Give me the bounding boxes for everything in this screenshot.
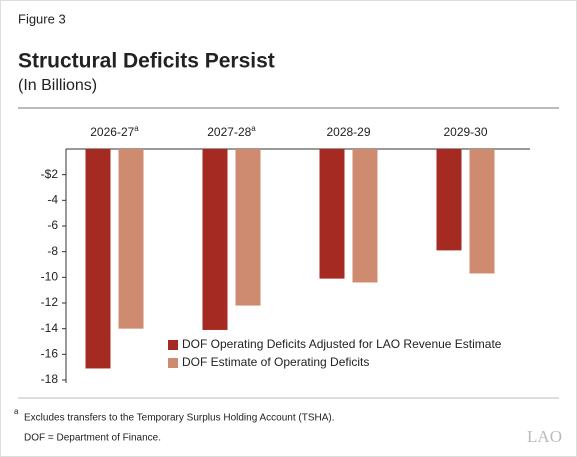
bar	[85, 149, 111, 369]
bar	[319, 149, 345, 279]
bar	[469, 149, 495, 274]
y-tick-label: -4	[47, 193, 58, 207]
footnote: Excludes transfers to the Temporary Surp…	[24, 413, 335, 424]
y-tick-label: -6	[47, 218, 58, 232]
legend-label: DOF Operating Deficits Adjusted for LAO …	[182, 337, 502, 351]
y-tick-label: -$2	[41, 167, 59, 181]
category-superscript: a	[134, 124, 139, 133]
y-tick-label: -12	[41, 295, 59, 309]
y-tick-label: -18	[41, 372, 59, 386]
chart-title: Structural Deficits Persist	[18, 50, 275, 73]
x-tick-label: 2027-28a	[207, 124, 256, 140]
bar	[352, 149, 378, 283]
y-tick-label: -16	[41, 347, 59, 361]
legend-swatch	[168, 340, 178, 350]
x-tick-label: 2029-30	[443, 125, 487, 139]
legend-swatch	[168, 358, 178, 368]
category-name: 2028-29	[326, 125, 370, 139]
bar	[235, 149, 261, 306]
footnote: DOF = Department of Finance.	[24, 433, 161, 444]
y-tick-label: -10	[41, 270, 59, 284]
logo: LAO	[527, 427, 562, 446]
bar	[436, 149, 462, 251]
bar	[118, 149, 144, 329]
x-tick-label: 2028-29	[326, 125, 370, 139]
figure-label: Figure 3	[18, 11, 66, 26]
category-name: 2029-30	[443, 125, 487, 139]
footnote-marker: a	[14, 407, 19, 416]
y-tick-label: -8	[47, 244, 58, 258]
legend-label: DOF Estimate of Operating Deficits	[182, 355, 369, 369]
category-name: 2027-28	[207, 125, 251, 139]
y-tick-label: -14	[41, 321, 59, 335]
category-superscript: a	[251, 124, 256, 133]
bar	[202, 149, 228, 330]
chart-subtitle: (In Billions)	[18, 77, 97, 94]
x-tick-label: 2026-27a	[90, 124, 139, 140]
category-name: 2026-27	[90, 125, 134, 139]
